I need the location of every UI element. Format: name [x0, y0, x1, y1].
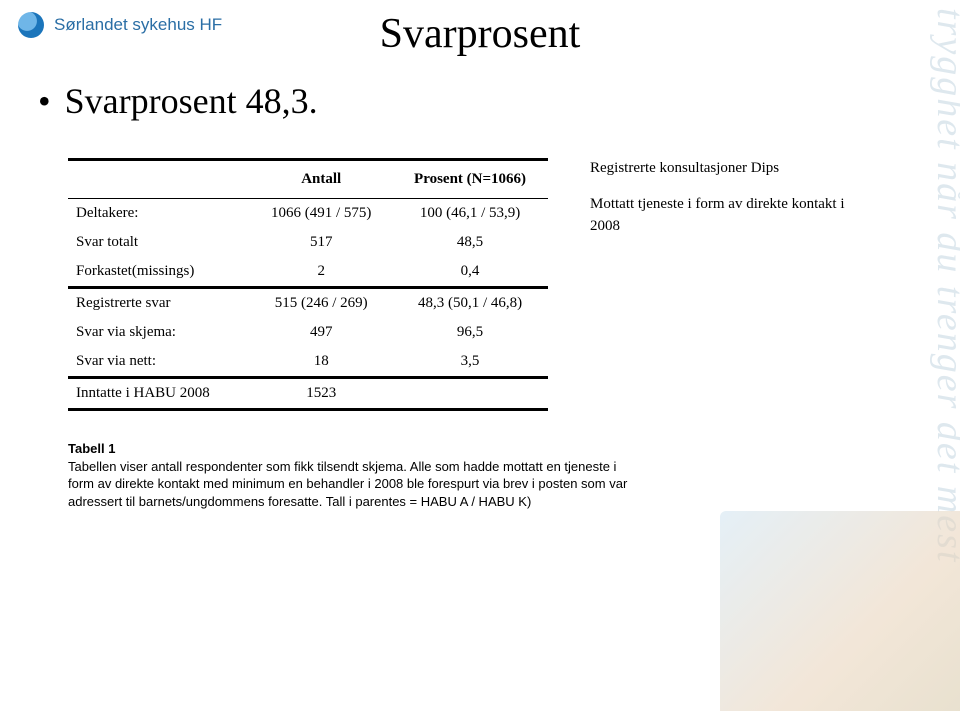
table-row: Inntatte i HABU 2008 1523 [68, 378, 548, 410]
table-header-prosent: Prosent (N=1066) [392, 160, 548, 199]
table-header-blank [68, 160, 250, 199]
page-title: Svarprosent [0, 10, 960, 58]
table-caption: Tabell 1 Tabellen viser antall responden… [68, 440, 628, 510]
cell-value: 48,5 [392, 228, 548, 257]
cell-label: Deltakere: [68, 199, 250, 229]
cell-value: 517 [250, 228, 392, 257]
cell-label: Forkastet(missings) [68, 257, 250, 288]
side-note-line: Registrerte konsultasjoner Dips [590, 158, 850, 180]
cell-value: 18 [250, 347, 392, 378]
data-table: Antall Prosent (N=1066) Deltakere: 1066 … [68, 158, 548, 411]
table-row: Svar via nett: 18 3,5 [68, 347, 548, 378]
cell-label: Svar via nett: [68, 347, 250, 378]
bullet-line: • Svarprosent 48,3. [38, 80, 318, 122]
decorative-photo [720, 511, 960, 711]
cell-value: 1066 (491 / 575) [250, 199, 392, 229]
data-table-wrap: Antall Prosent (N=1066) Deltakere: 1066 … [68, 158, 548, 411]
cell-label: Registrerte svar [68, 288, 250, 319]
side-note: Registrerte konsultasjoner Dips Mottatt … [590, 158, 850, 237]
cell-value: 0,4 [392, 257, 548, 288]
cell-value: 497 [250, 318, 392, 347]
cell-label: Svar via skjema: [68, 318, 250, 347]
bullet-dot-icon: • [38, 81, 51, 121]
table-row: Svar via skjema: 497 96,5 [68, 318, 548, 347]
cell-value: 100 (46,1 / 53,9) [392, 199, 548, 229]
caption-body: Tabellen viser antall respondenter som f… [68, 459, 627, 509]
cell-label: Svar totalt [68, 228, 250, 257]
table-row: Registrerte svar 515 (246 / 269) 48,3 (5… [68, 288, 548, 319]
table-header-row: Antall Prosent (N=1066) [68, 160, 548, 199]
cell-value: 96,5 [392, 318, 548, 347]
side-note-line: Mottatt tjeneste i form av direkte konta… [590, 194, 850, 238]
cell-value: 1523 [250, 378, 392, 410]
cell-value: 48,3 (50,1 / 46,8) [392, 288, 548, 319]
table-row: Forkastet(missings) 2 0,4 [68, 257, 548, 288]
watermark-text: trygghet når du trenger det mest [928, 8, 960, 563]
table-row: Svar totalt 517 48,5 [68, 228, 548, 257]
cell-value [392, 378, 548, 410]
bullet-text: Svarprosent 48,3. [65, 81, 318, 121]
table-row: Deltakere: 1066 (491 / 575) 100 (46,1 / … [68, 199, 548, 229]
table-header-antall: Antall [250, 160, 392, 199]
cell-label: Inntatte i HABU 2008 [68, 378, 250, 410]
cell-value: 3,5 [392, 347, 548, 378]
cell-value: 515 (246 / 269) [250, 288, 392, 319]
cell-value: 2 [250, 257, 392, 288]
caption-head: Tabell 1 [68, 441, 115, 456]
